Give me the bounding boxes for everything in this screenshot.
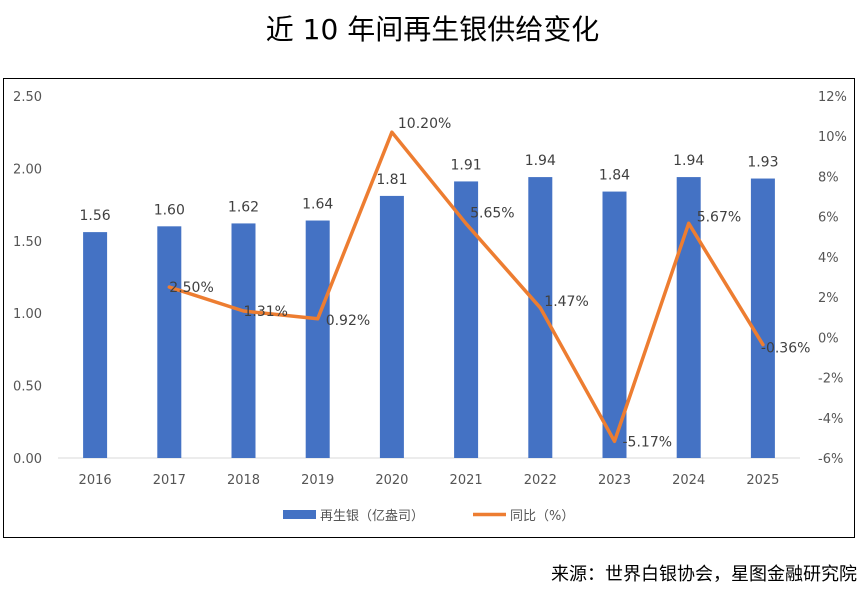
left-axis-tick-label: 2.50 <box>13 90 42 105</box>
bar-label-2016: 1.56 <box>80 208 111 224</box>
line-label-2024: 5.67% <box>697 209 741 225</box>
x-axis-tick-label: 2020 <box>375 473 408 488</box>
bar-2021 <box>454 181 479 458</box>
bar-label-2019: 1.64 <box>302 197 333 213</box>
line-label-2017: 2.50% <box>169 280 213 296</box>
line-label-2019: 0.92% <box>326 313 370 329</box>
bar-label-2022: 1.94 <box>525 153 556 169</box>
x-axis-tick-label: 2017 <box>153 473 186 488</box>
x-axis-tick-label: 2025 <box>746 473 779 488</box>
bar-label-2017: 1.60 <box>154 202 185 218</box>
bar-label-2018: 1.62 <box>228 199 259 215</box>
x-axis-tick-label: 2019 <box>301 473 334 488</box>
source-note: 来源：世界白银协会，星图金融研究院 <box>551 564 857 585</box>
bar-2016 <box>83 232 108 458</box>
right-axis-tick-label: -4% <box>818 412 843 427</box>
chart-frame <box>3 78 855 538</box>
bar-2022 <box>528 177 553 458</box>
bar-label-2021: 1.91 <box>451 157 482 173</box>
x-axis-tick-label: 2023 <box>598 473 631 488</box>
right-axis-tick-label: 4% <box>818 251 839 266</box>
bar-series <box>83 177 775 459</box>
x-axis-tick-label: 2024 <box>672 473 705 488</box>
left-axis-tick-label: 0.00 <box>13 452 42 467</box>
line-label-2020: 10.20% <box>398 116 451 132</box>
x-axis-tick-label: 2018 <box>227 473 260 488</box>
left-axis-tick-label: 1.00 <box>13 307 42 322</box>
chart-title: 近 10 年间再生银供给变化 <box>265 13 600 46</box>
line-data-labels: 2.50% 1.31% 0.92% 10.20% 5.65% 1.47% -5.17% 5.6… <box>169 116 810 450</box>
legend: 再生银（亿盎司） 同比（%） <box>283 509 574 524</box>
left-axis-tick-label: 1.50 <box>13 235 42 250</box>
right-axis-tick-label: -6% <box>818 452 843 467</box>
line-label-2023: -5.17% <box>623 434 673 450</box>
right-axis-tick-label: 8% <box>818 170 839 185</box>
left-axis-tick-label: 0.50 <box>13 380 42 395</box>
yoy-line-series <box>167 130 765 444</box>
bar-label-2025: 1.93 <box>747 155 778 171</box>
line-label-2021: 5.65% <box>470 206 514 222</box>
right-axis-tick-label: 2% <box>818 291 839 306</box>
left-axis-tick-label: 2.00 <box>13 162 42 177</box>
right-axis-tick-label: 12% <box>818 90 847 105</box>
bar-2017 <box>157 226 182 458</box>
right-axis-tick-label: -2% <box>818 372 843 387</box>
x-axis-ticks: 2016 2017 2018 2019 2020 2021 2022 2023 2024 2025 <box>79 473 780 488</box>
right-axis-tick-label: 10% <box>818 130 847 145</box>
bar-2018 <box>231 223 256 458</box>
bar-label-2024: 1.94 <box>673 153 704 169</box>
right-axis-ticks: -6% -4% -2% 0% 2% 4% 6% 8% 10% 12% <box>818 90 847 467</box>
x-axis-tick-label: 2016 <box>79 473 112 488</box>
bar-2020 <box>379 195 404 459</box>
bar-2019 <box>305 220 330 458</box>
x-axis-tick-label: 2022 <box>524 473 557 488</box>
bar-2025 <box>750 178 775 458</box>
bar-label-2020: 1.81 <box>376 172 407 188</box>
line-label-2025: -0.36% <box>761 341 811 357</box>
line-label-2022: 1.47% <box>544 294 588 310</box>
legend-bar-label: 再生银（亿盎司） <box>320 509 424 524</box>
left-axis-ticks: 0.00 0.50 1.00 1.50 2.00 2.50 <box>13 90 42 467</box>
bar-data-labels: 1.56 1.60 1.62 1.64 1.81 1.91 1.94 1.84 1.94 1.93 <box>80 153 779 224</box>
line-label-2018: 1.31% <box>244 304 288 320</box>
bar-label-2023: 1.84 <box>599 168 630 184</box>
right-axis-tick-label: 0% <box>818 331 839 346</box>
legend-bar-swatch <box>283 510 316 519</box>
x-axis-tick-label: 2021 <box>450 473 483 488</box>
right-axis-tick-label: 6% <box>818 211 839 226</box>
legend-line-label: 同比（%） <box>510 509 574 524</box>
